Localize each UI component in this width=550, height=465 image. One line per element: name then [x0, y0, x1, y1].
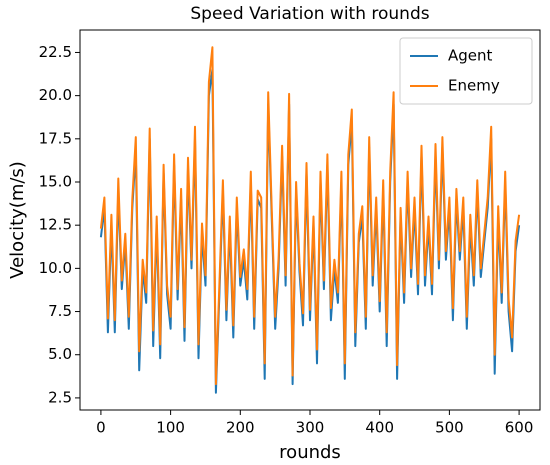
- y-tick-label: 10.0: [39, 259, 72, 277]
- x-tick-label: 0: [96, 419, 106, 437]
- x-tick-label: 500: [435, 419, 464, 437]
- y-tick-label: 7.5: [48, 302, 72, 320]
- x-tick-label: 200: [226, 419, 255, 437]
- plot-frame: [79, 29, 541, 411]
- y-tick-label: 15.0: [39, 173, 72, 191]
- y-tick-label: 5.0: [48, 345, 72, 363]
- x-tick-label: 300: [296, 419, 325, 437]
- y-tick-label: 22.5: [39, 43, 72, 61]
- line: [99, 68, 521, 394]
- y-tick-label: 2.5: [48, 388, 72, 406]
- chart-title: Speed Variation with rounds: [190, 4, 429, 24]
- x-tick-label: 100: [156, 419, 185, 437]
- x-tick-label: 400: [365, 419, 394, 437]
- y-tick-label: 17.5: [39, 129, 72, 147]
- y-tick-label: 20.0: [39, 86, 72, 104]
- x-tick-label: 600: [505, 419, 534, 437]
- line: [99, 46, 521, 386]
- y-axis-label: Velocity(m/s): [7, 161, 28, 279]
- legend-label: Agent: [448, 47, 493, 65]
- y-tick-label: 12.5: [39, 216, 72, 234]
- legend-label: Enemy: [448, 77, 500, 95]
- legend-box: [399, 37, 533, 105]
- x-axis-label: rounds: [279, 442, 341, 463]
